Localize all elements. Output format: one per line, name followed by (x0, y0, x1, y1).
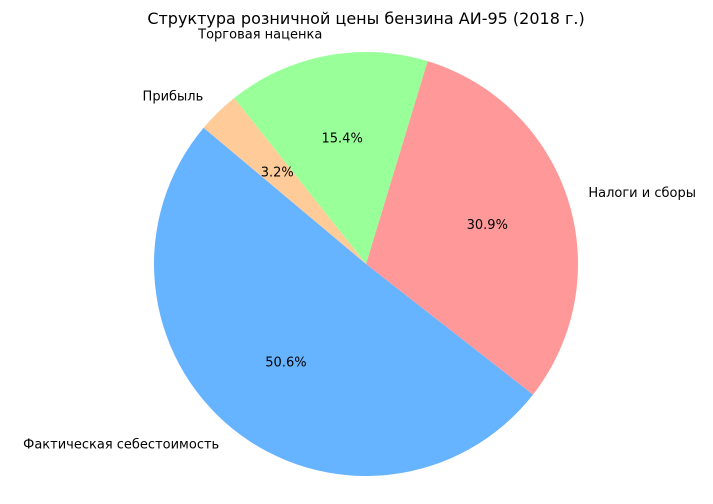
pie-slice-2 (234, 51, 428, 264)
pie-category-label-2: Торговая наценка (197, 27, 322, 42)
pie-category-label-0: Фактическая себестоимость (23, 438, 219, 453)
chart-title: Структура розничной цены бензина АИ-95 (… (147, 9, 584, 28)
pie-pct-label-1: 30.9% (467, 218, 508, 233)
pie-category-label-3: Прибыль (143, 89, 204, 104)
pie-pct-label-2: 15.4% (322, 132, 363, 147)
pie-slice-3 (203, 98, 366, 265)
pie-pct-label-3: 3.2% (261, 165, 294, 180)
pie-slice-0 (153, 127, 534, 477)
pie-pct-label-0: 50.6% (265, 355, 306, 370)
pie-slices (153, 51, 578, 477)
pie-category-label-1: Налоги и сборы (588, 186, 696, 201)
pie-labels: 50.6% Фактическая себестоимость 30.9% Налог… (23, 27, 696, 452)
pie-slice-1 (366, 61, 578, 395)
